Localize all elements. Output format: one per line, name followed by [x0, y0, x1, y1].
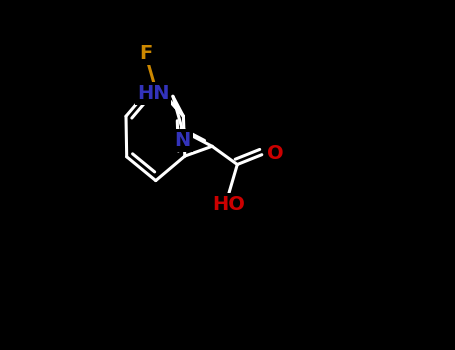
Text: O: O: [268, 144, 284, 163]
Text: HO: HO: [212, 195, 245, 214]
Text: N: N: [175, 131, 191, 150]
Text: F: F: [140, 44, 153, 63]
Text: HN: HN: [137, 84, 169, 103]
